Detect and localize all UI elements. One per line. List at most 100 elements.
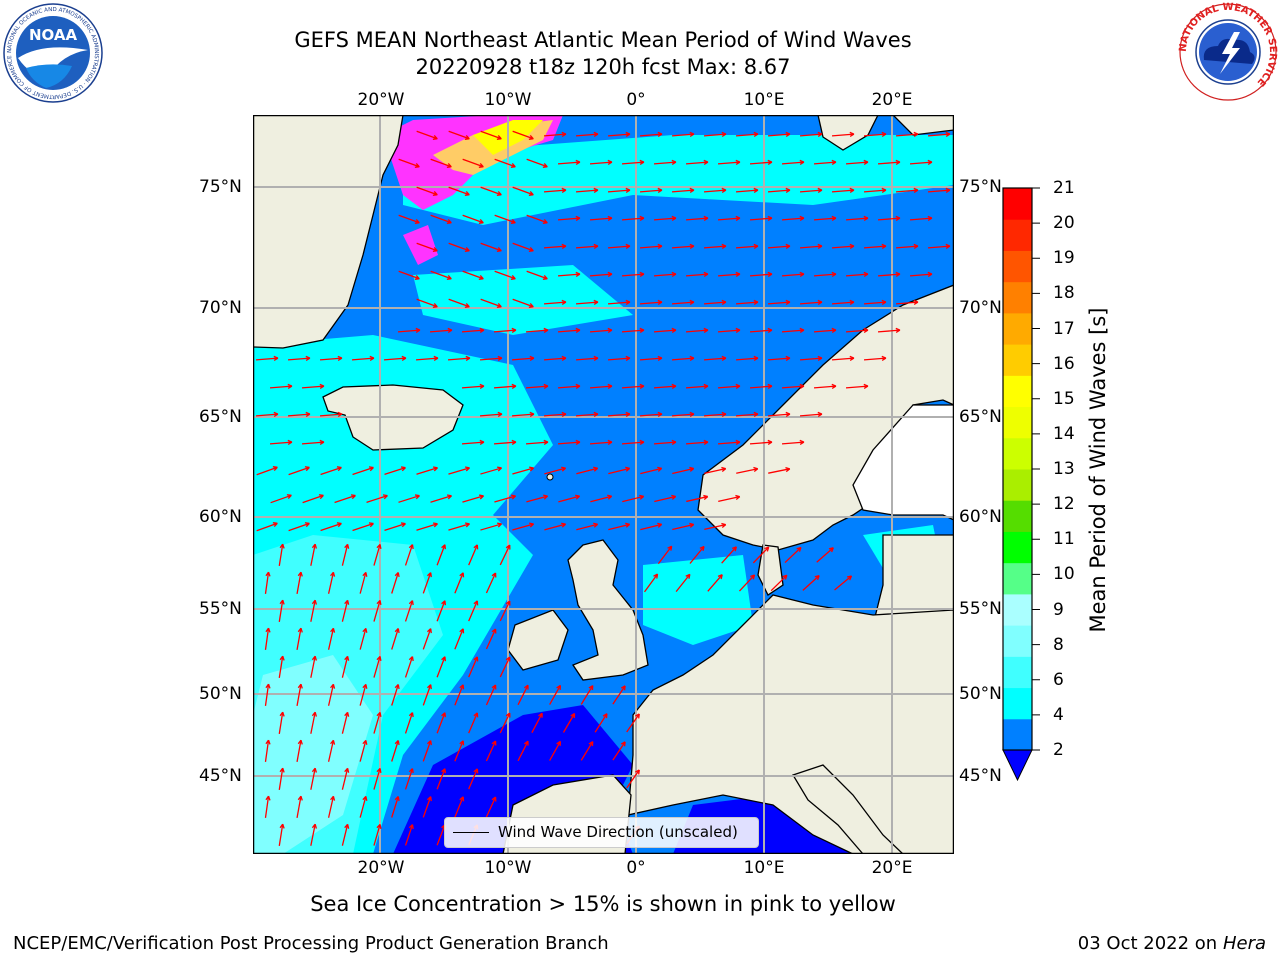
wave-vector-head xyxy=(671,383,677,390)
wave-vector xyxy=(430,270,452,280)
wave-vector-head xyxy=(699,545,705,552)
wave-vector xyxy=(480,298,502,308)
wave-vector-head xyxy=(785,187,791,194)
wave-vector-head xyxy=(689,411,695,418)
wave-vector-head xyxy=(561,131,567,138)
wave-vector xyxy=(781,441,805,445)
wave-vector-head xyxy=(511,439,517,446)
wave-vector-head xyxy=(318,494,324,500)
nws-logo-icon: NATIONAL WEATHER SERVICE xyxy=(1178,2,1278,101)
wave-vector-head xyxy=(447,327,453,334)
wave-vector xyxy=(639,301,663,305)
wave-vector xyxy=(256,466,278,476)
colorbar-cell xyxy=(1003,718,1032,751)
wave-vector-head xyxy=(376,767,382,773)
wave-vector xyxy=(416,298,438,308)
wave-vector-head xyxy=(703,383,709,390)
wave-vector xyxy=(781,273,805,277)
wave-vector-head xyxy=(297,739,303,745)
wave-vector xyxy=(479,357,503,361)
wave-vector-head xyxy=(297,683,303,689)
wave-vector xyxy=(607,245,631,249)
wave-vector xyxy=(735,301,759,305)
footer-date-text: 03 Oct 2022 on xyxy=(1077,933,1223,954)
wave-vector-head xyxy=(785,411,791,418)
wave-vector-head xyxy=(286,494,292,500)
wave-vector xyxy=(877,273,901,277)
wave-vector-head xyxy=(344,711,350,717)
wave-vector-head xyxy=(459,740,465,746)
wave-vector xyxy=(653,273,677,277)
wave-vector-head xyxy=(785,299,791,306)
wave-vector xyxy=(462,214,484,224)
wave-vector-head xyxy=(593,243,599,250)
colorbar-tick-label: 13 xyxy=(1053,459,1075,479)
colorbar-cell xyxy=(1003,188,1032,220)
wave-vector xyxy=(877,329,901,333)
wave-vector-head xyxy=(336,522,342,528)
wave-vector xyxy=(653,441,677,445)
wave-vector xyxy=(770,574,788,592)
wave-vector-head xyxy=(464,522,470,528)
wave-vector xyxy=(784,546,802,564)
wave-vector-head xyxy=(297,795,303,801)
wave-vector xyxy=(831,133,855,137)
lat-tick-left: 65°N xyxy=(199,407,242,427)
wave-vector xyxy=(454,740,464,762)
wave-vector-head xyxy=(593,355,599,362)
wave-vector-head xyxy=(362,571,368,577)
wave-vector-head xyxy=(625,522,631,528)
wave-vector xyxy=(781,217,805,221)
wave-vector-head xyxy=(376,823,382,829)
wave-vector xyxy=(654,495,676,503)
wave-vector-head xyxy=(671,494,677,500)
wave-vector xyxy=(575,189,599,193)
wave-vector-head xyxy=(473,656,479,662)
wave-vector-head xyxy=(433,355,439,362)
wave-vector xyxy=(485,796,497,818)
wave-vector-head xyxy=(849,131,855,138)
wave-vector-head xyxy=(799,439,805,446)
wave-vector xyxy=(525,441,549,445)
wave-vector-head xyxy=(881,131,887,138)
wave-vector xyxy=(436,768,446,790)
wave-vector-head xyxy=(607,159,613,166)
wave-vector xyxy=(319,357,343,361)
wave-vector-head xyxy=(394,740,400,746)
wave-vector xyxy=(575,301,599,305)
wave-vector-head xyxy=(593,187,599,194)
wave-vector xyxy=(671,189,695,193)
wave-vector-head xyxy=(511,494,517,500)
wave-vector xyxy=(494,495,516,503)
wave-vector-head xyxy=(863,271,869,278)
wave-vector xyxy=(526,270,548,280)
wave-vector-head xyxy=(817,355,823,362)
legend-line-icon xyxy=(453,832,489,833)
wave-vector xyxy=(909,161,933,165)
wave-vector-head xyxy=(319,439,325,446)
wave-vector xyxy=(813,385,837,389)
lon-tick-bottom: 0° xyxy=(626,858,646,878)
wave-vector xyxy=(448,523,470,531)
wave-vector xyxy=(278,768,284,790)
lon-tick-bottom: 20°E xyxy=(871,858,913,878)
wave-vector xyxy=(404,768,414,790)
wave-vector xyxy=(359,796,367,818)
wave-vector-head xyxy=(491,572,497,578)
wave-vector-head xyxy=(735,383,741,390)
wave-vector-head xyxy=(491,796,497,802)
lat-tick-right: 65°N xyxy=(959,407,1002,427)
wave-vector-head xyxy=(689,131,695,138)
wave-vector-head xyxy=(735,327,741,334)
wave-vector xyxy=(781,161,805,165)
wave-vector xyxy=(310,656,316,678)
land-finland xyxy=(852,404,954,521)
wave-vector-head xyxy=(575,383,581,390)
wave-vector xyxy=(749,217,773,221)
wave-vector xyxy=(278,712,284,734)
wave-vector-head xyxy=(426,740,432,746)
wave-vector-head xyxy=(279,655,285,661)
wave-vector xyxy=(264,628,270,650)
wave-vector-head xyxy=(849,187,855,194)
wave-vector-head xyxy=(529,522,535,528)
